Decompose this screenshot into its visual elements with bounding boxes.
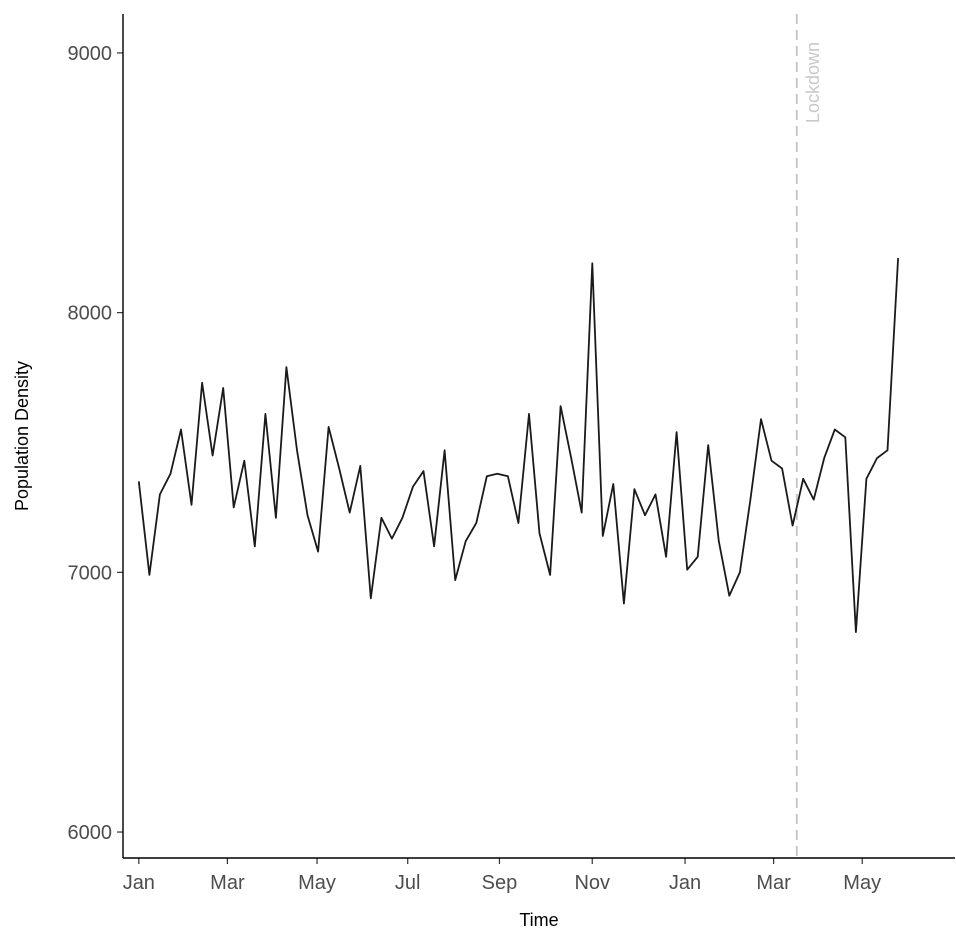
series-point xyxy=(686,569,688,571)
y-axis-title: Population Density xyxy=(12,361,32,511)
series-point xyxy=(402,517,404,519)
series-point xyxy=(497,473,499,475)
y-tick-label: 7000 xyxy=(68,562,113,584)
series-point xyxy=(444,449,446,451)
series-point xyxy=(876,457,878,459)
series-point xyxy=(507,475,509,477)
series-point xyxy=(760,418,762,420)
x-tick-label: Mar xyxy=(756,872,791,894)
series-point xyxy=(739,572,741,574)
series-point xyxy=(655,494,657,496)
series-point xyxy=(265,413,267,415)
series-point xyxy=(560,405,562,407)
series-point xyxy=(170,473,172,475)
series-point xyxy=(750,499,752,501)
series-point xyxy=(634,488,636,490)
series-point xyxy=(475,522,477,524)
series-point xyxy=(433,546,435,548)
series-point xyxy=(296,449,298,451)
series-point xyxy=(359,465,361,467)
series-point xyxy=(222,387,224,389)
series-point xyxy=(602,535,604,537)
series-point xyxy=(465,540,467,542)
y-tick-label: 9000 xyxy=(68,43,113,65)
series-point xyxy=(813,499,815,501)
series-point xyxy=(718,540,720,542)
series-point xyxy=(897,257,899,259)
x-tick-label: May xyxy=(843,872,881,894)
series-point xyxy=(286,366,288,368)
series-point xyxy=(307,514,309,516)
series-point xyxy=(328,426,330,428)
series-point xyxy=(781,468,783,470)
series-point xyxy=(834,429,836,431)
y-axis-ticks: 6000 7000 8000 9000 xyxy=(68,43,123,844)
series-point xyxy=(528,413,530,415)
x-tick-label: Jul xyxy=(395,872,421,894)
series-point xyxy=(644,514,646,516)
series-point xyxy=(349,512,351,514)
series-point xyxy=(623,603,625,605)
series-point xyxy=(149,574,151,576)
series-point xyxy=(317,551,319,553)
series-point xyxy=(707,444,709,446)
series-point xyxy=(243,460,245,462)
series-point xyxy=(212,455,214,457)
series-point xyxy=(665,556,667,558)
series-point xyxy=(180,429,182,431)
x-tick-label: Mar xyxy=(210,872,245,894)
x-axis-ticks: Jan Mar May Jul Sep Nov Jan Mar May xyxy=(123,858,881,894)
series-point xyxy=(381,517,383,519)
series-point xyxy=(486,475,488,477)
series-point xyxy=(412,486,414,488)
series-points xyxy=(138,257,899,633)
x-tick-label: Sep xyxy=(482,872,518,894)
series-point xyxy=(275,517,277,519)
series-point xyxy=(423,470,425,472)
series-point xyxy=(802,478,804,480)
series-point xyxy=(697,556,699,558)
series-point xyxy=(201,382,203,384)
series-point xyxy=(454,579,456,581)
series-point xyxy=(845,436,847,438)
y-tick-label: 8000 xyxy=(68,303,113,325)
x-tick-label: Jan xyxy=(123,872,155,894)
x-tick-label: May xyxy=(298,872,336,894)
series-point xyxy=(729,595,731,597)
series-point xyxy=(539,533,541,535)
series-point xyxy=(887,449,889,451)
lockdown-label: Lockdown xyxy=(803,42,823,123)
series-line xyxy=(137,258,899,633)
y-tick-label: 6000 xyxy=(68,822,113,844)
series-point xyxy=(823,457,825,459)
series-point xyxy=(676,431,678,433)
series-point xyxy=(570,457,572,459)
series-point xyxy=(518,522,520,524)
series-point xyxy=(159,494,161,496)
series-point xyxy=(138,481,140,483)
series-point xyxy=(549,574,551,576)
x-tick-label: Jan xyxy=(669,872,701,894)
series-point xyxy=(391,538,393,540)
series-point xyxy=(866,478,868,480)
x-axis-title: Time xyxy=(519,910,558,930)
series-point xyxy=(792,525,794,527)
series-point xyxy=(370,598,372,600)
series-point xyxy=(338,468,340,470)
series-point xyxy=(254,546,256,548)
series-point xyxy=(191,504,193,506)
series-point xyxy=(855,631,857,633)
series-point xyxy=(581,512,583,514)
series-point xyxy=(591,263,593,265)
x-tick-label: Nov xyxy=(574,872,610,894)
series-point xyxy=(771,460,773,462)
series-point xyxy=(233,507,235,509)
series-point xyxy=(613,483,615,485)
